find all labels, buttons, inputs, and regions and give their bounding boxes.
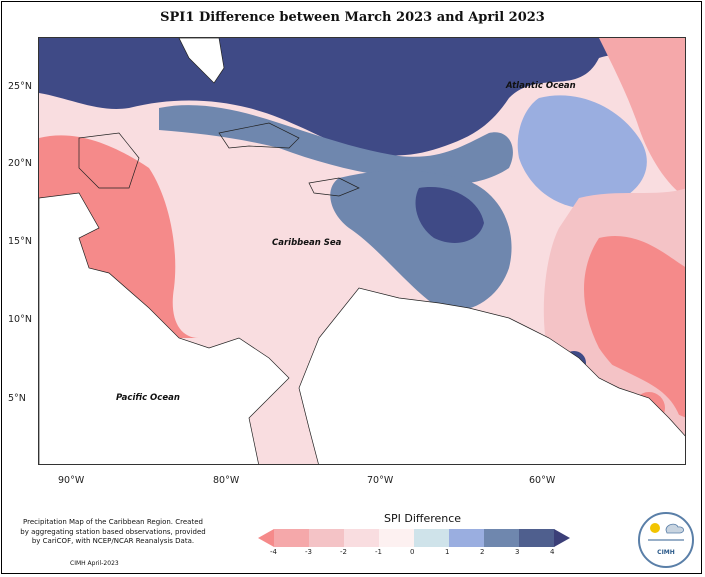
field-midblue-band — [159, 105, 513, 185]
lon-label: 90°W — [58, 475, 85, 486]
colorbar-tick-label: 4 — [550, 548, 555, 556]
colorbar-tick-label: -2 — [340, 548, 347, 556]
lon-label: 80°W — [213, 475, 240, 486]
cimh-logo: CIMH — [638, 512, 694, 568]
colorbar-segment — [258, 529, 274, 547]
label-pacific: Pacific Ocean — [116, 393, 180, 403]
logo-text: CIMH — [657, 549, 675, 556]
field-ne-red — [599, 38, 685, 197]
colorbar-segment — [519, 529, 555, 547]
colorbar-tick-label: 1 — [445, 548, 450, 556]
colorbar-segment — [414, 529, 450, 547]
legend-title: SPI Difference — [384, 512, 462, 525]
lat-label: 5°N — [8, 393, 26, 404]
map-title: SPI1 Difference between March 2023 and A… — [160, 10, 545, 25]
colorbar-segment — [484, 529, 520, 547]
colorbar-segment — [274, 529, 310, 547]
colorbar-segment — [554, 529, 570, 547]
colorbar-tick-label: -4 — [270, 548, 277, 556]
field-central-dark — [415, 187, 484, 243]
land-cuba — [218, 122, 300, 149]
label-atlantic: Atlantic Ocean — [506, 81, 576, 91]
lon-label: 60°W — [529, 475, 556, 486]
colorbar-tick-label: -1 — [375, 548, 382, 556]
colorbar-segment — [344, 529, 380, 547]
land-hispaniola — [308, 177, 360, 197]
colorbar-tick-label: 3 — [515, 548, 520, 556]
colorbar-tick-label: 2 — [480, 548, 485, 556]
colorbar-tick-label: -3 — [305, 548, 312, 556]
land-florida — [178, 38, 225, 84]
colorbar-segment — [449, 529, 485, 547]
land-central-america — [39, 192, 290, 464]
field-atlantic-blue — [517, 95, 647, 209]
field-east-red — [584, 236, 685, 418]
credit-date: CIMH April-2023 — [70, 560, 119, 567]
land-south-america — [298, 287, 685, 464]
colorbar-segment — [379, 529, 415, 547]
colorbar-segment — [309, 529, 345, 547]
lon-label: 70°W — [367, 475, 394, 486]
map-canvas — [39, 38, 685, 464]
lat-label: 15°N — [8, 236, 32, 247]
colorbar-tick-label: 0 — [410, 548, 415, 556]
colorbar — [258, 529, 570, 547]
land-yucatan — [78, 132, 140, 189]
spi-map — [38, 37, 686, 465]
lat-label: 25°N — [8, 81, 32, 92]
lat-label: 10°N — [8, 314, 32, 325]
label-caribbean: Caribbean Sea — [272, 238, 342, 248]
logo-emblem-icon — [648, 523, 684, 541]
lat-label: 20°N — [8, 158, 32, 169]
map-credit: Precipitation Map of the Caribbean Regio… — [20, 518, 206, 545]
